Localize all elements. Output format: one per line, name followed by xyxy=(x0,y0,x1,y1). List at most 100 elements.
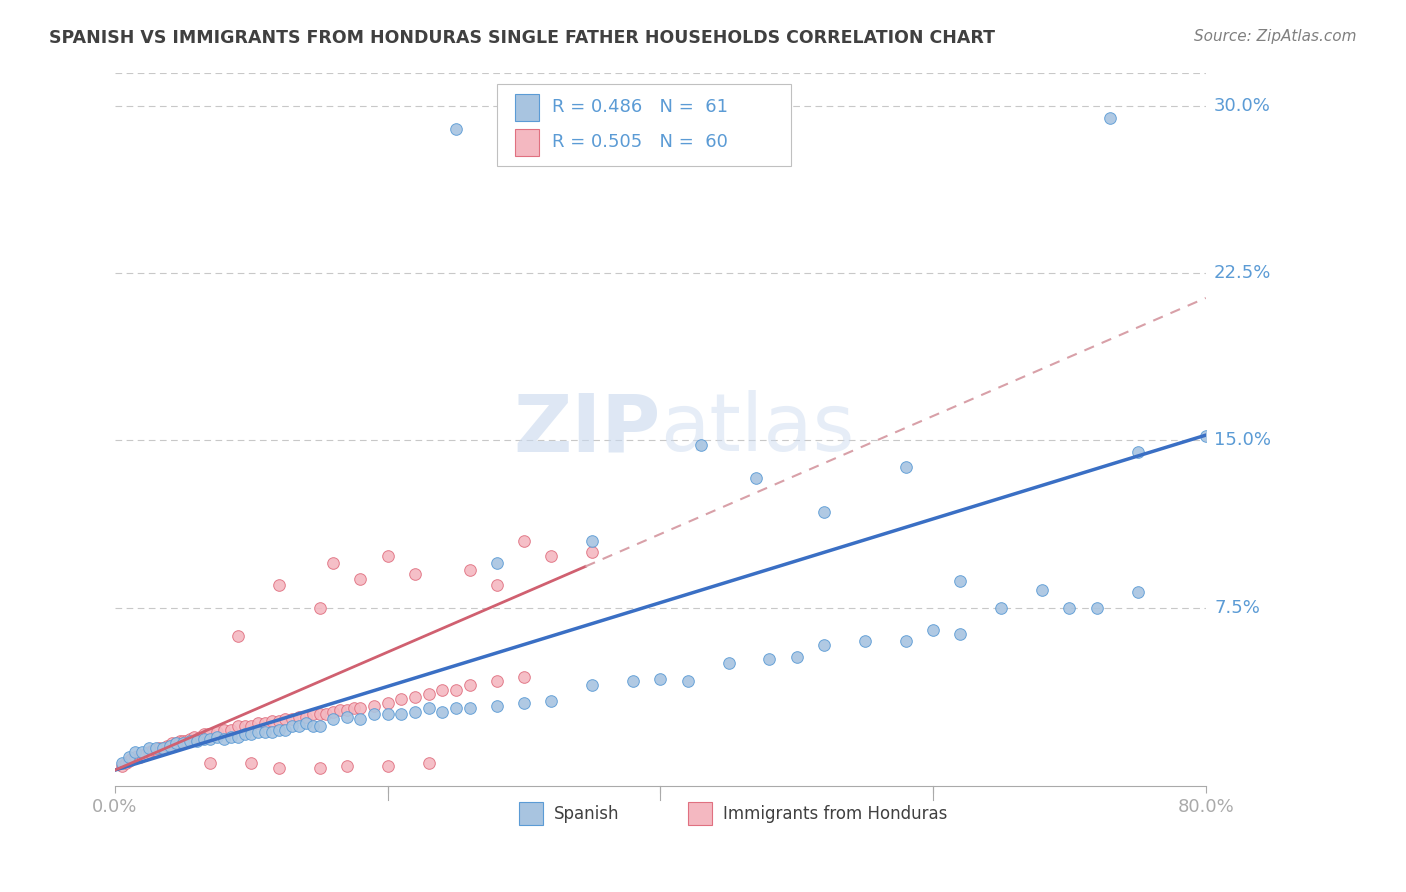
Point xyxy=(233,727,256,741)
Point xyxy=(253,716,276,731)
Text: 22.5%: 22.5% xyxy=(1215,264,1271,283)
Point xyxy=(267,723,290,737)
Point xyxy=(444,700,467,714)
Point xyxy=(128,749,150,764)
Point xyxy=(172,734,194,748)
Point xyxy=(458,678,481,692)
Point xyxy=(329,703,352,717)
Point xyxy=(219,723,242,737)
Point xyxy=(786,649,808,664)
Point xyxy=(389,691,412,706)
Point xyxy=(172,736,194,750)
Point xyxy=(295,716,318,731)
Point xyxy=(1099,111,1122,125)
Point xyxy=(813,505,835,519)
Text: atlas: atlas xyxy=(661,391,855,468)
Text: ZIP: ZIP xyxy=(513,391,661,468)
Point xyxy=(152,740,174,755)
Point xyxy=(253,725,276,739)
Point xyxy=(1126,444,1149,458)
Point xyxy=(138,745,160,759)
Point xyxy=(281,718,304,732)
Point xyxy=(124,745,146,759)
Point xyxy=(650,672,672,686)
Point xyxy=(188,730,211,744)
Point xyxy=(240,718,263,732)
Point xyxy=(432,705,454,719)
Point xyxy=(377,758,399,772)
Point xyxy=(207,725,229,739)
FancyBboxPatch shape xyxy=(516,129,540,156)
FancyBboxPatch shape xyxy=(496,84,792,166)
Point xyxy=(226,630,249,644)
Text: R = 0.486   N =  61: R = 0.486 N = 61 xyxy=(553,98,728,116)
Point xyxy=(200,727,222,741)
Point xyxy=(444,121,467,136)
Point xyxy=(212,731,235,746)
Point xyxy=(349,700,371,714)
Point xyxy=(922,623,945,637)
Point xyxy=(513,696,536,710)
Point xyxy=(111,758,134,772)
Text: Immigrants from Honduras: Immigrants from Honduras xyxy=(723,805,948,822)
Point xyxy=(949,574,972,588)
Point xyxy=(169,734,191,748)
Point xyxy=(124,749,146,764)
Point xyxy=(813,639,835,653)
Point xyxy=(200,731,222,746)
Point xyxy=(131,747,153,762)
Point xyxy=(301,718,323,732)
Point xyxy=(377,707,399,722)
Point xyxy=(274,712,297,726)
Point xyxy=(301,707,323,722)
Point xyxy=(758,652,780,666)
Point xyxy=(226,718,249,732)
Point xyxy=(894,460,917,475)
Point xyxy=(145,743,167,757)
Point xyxy=(690,438,713,452)
Text: 30.0%: 30.0% xyxy=(1215,97,1271,115)
Point xyxy=(322,705,344,719)
Point xyxy=(336,758,359,772)
Point xyxy=(226,730,249,744)
Point xyxy=(308,600,330,615)
Point xyxy=(513,533,536,548)
Point xyxy=(156,739,179,753)
Point xyxy=(138,740,160,755)
Point xyxy=(444,682,467,697)
Point xyxy=(159,739,181,753)
Point xyxy=(418,687,440,701)
Point xyxy=(676,673,699,688)
Point xyxy=(145,740,167,755)
Point xyxy=(418,700,440,714)
FancyBboxPatch shape xyxy=(516,94,540,121)
FancyBboxPatch shape xyxy=(688,802,711,825)
Point xyxy=(308,718,330,732)
Point xyxy=(949,627,972,641)
Point xyxy=(219,730,242,744)
Text: 15.0%: 15.0% xyxy=(1215,432,1271,450)
Point xyxy=(581,678,603,692)
Point xyxy=(183,730,205,744)
Text: 7.5%: 7.5% xyxy=(1215,599,1260,616)
Point xyxy=(581,533,603,548)
Point xyxy=(162,736,184,750)
Point xyxy=(247,716,270,731)
Point xyxy=(174,734,197,748)
Point xyxy=(240,727,263,741)
Point xyxy=(281,712,304,726)
Point xyxy=(349,572,371,586)
Point xyxy=(200,756,222,771)
Point xyxy=(513,669,536,683)
Point xyxy=(193,727,215,741)
Point xyxy=(233,718,256,732)
Text: SPANISH VS IMMIGRANTS FROM HONDURAS SINGLE FATHER HOUSEHOLDS CORRELATION CHART: SPANISH VS IMMIGRANTS FROM HONDURAS SING… xyxy=(49,29,995,46)
Point xyxy=(260,714,283,728)
Point xyxy=(1031,582,1053,597)
Point xyxy=(315,707,337,722)
Point xyxy=(322,556,344,570)
Point xyxy=(485,556,508,570)
Point xyxy=(377,696,399,710)
Point xyxy=(134,747,156,762)
Point xyxy=(179,734,201,748)
